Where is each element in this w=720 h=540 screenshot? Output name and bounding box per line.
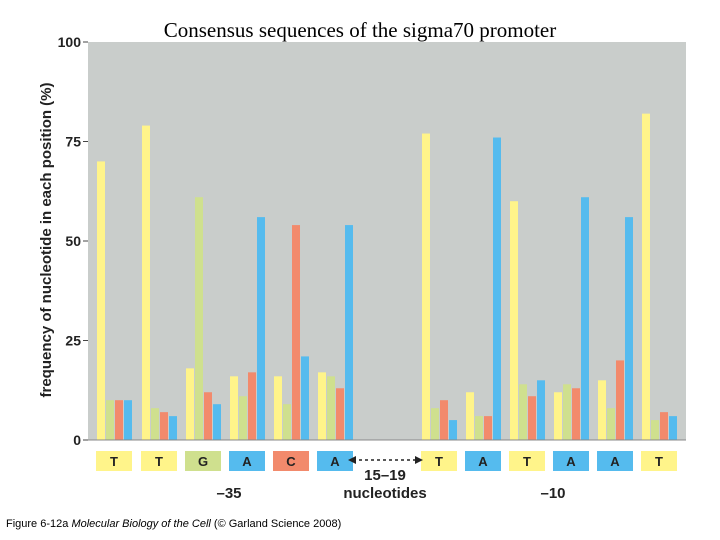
y-tick-label-75: 75 [65,134,81,150]
bar-pos10-T [554,392,562,440]
bar-pos5-G [283,404,291,440]
bar-pos3-G [195,197,203,440]
bar-pos8-T [466,392,474,440]
consensus-box-10 [553,451,589,471]
bar-pos8-G [475,416,483,440]
bar-pos11-T [598,380,606,440]
region-label-minus10: –10 [540,485,565,502]
y-ticks: 0 25 50 75 100 [58,34,88,448]
consensus-box-2 [141,451,177,471]
bar-pos7-A [449,420,457,440]
bar-pos6-A [345,225,353,440]
consensus-box-12 [641,451,677,471]
consensus-box-7 [421,451,457,471]
bar-pos7-C [440,400,448,440]
bar-pos1-T [97,161,105,440]
consensus-box-11 [597,451,633,471]
consensus-letter-5: C [286,454,296,469]
region-label-spacer-unit: nucleotides [343,485,426,502]
region-label-spacer: 15–19 [364,467,406,484]
bar-pos6-T [318,372,326,440]
bar-pos7-G [431,408,439,440]
plot-background [88,42,686,440]
consensus-letter-1: T [110,454,118,469]
consensus-box-4 [229,451,265,471]
bars [97,113,677,441]
consensus-letter-11: A [610,454,620,469]
consensus-box-5 [273,451,309,471]
y-tick-label-50: 50 [65,233,81,249]
y-tick-label-0: 0 [73,432,81,448]
bar-pos6-G [327,376,335,440]
bar-pos4-C [248,372,256,440]
consensus-letter-9: T [523,454,531,469]
bar-pos5-T [274,376,282,440]
bar-pos2-C [160,412,168,440]
consensus-letter-8: A [478,454,488,469]
bar-pos1-G [106,400,114,440]
bar-pos12-C [660,412,668,440]
spacer-arrow [348,456,423,464]
bar-pos2-A [169,416,177,440]
bar-pos4-G [239,396,247,440]
bar-pos4-T [230,376,238,440]
y-tick-label-25: 25 [65,333,81,349]
bar-pos4-A [257,217,265,440]
bar-pos11-G [607,408,615,440]
consensus-box-1 [96,451,132,471]
bar-pos10-C [572,388,580,440]
bar-pos2-G [151,408,159,440]
y-axis-title: frequency of nucleotide in each position… [38,82,55,397]
bar-pos10-G [563,384,571,440]
bar-pos9-G [519,384,527,440]
consensus-box-3 [185,451,221,471]
bar-pos8-A [493,137,501,440]
consensus-letter-10: A [566,454,576,469]
bar-pos2-T [142,125,150,440]
bar-pos11-A [625,217,633,440]
consensus-letter-2: T [155,454,163,469]
bar-pos5-A [301,356,309,440]
promoter-frequency-chart: 0 25 50 75 100 frequency of nucleotide in ea… [38,34,686,502]
y-tick-label-100: 100 [58,34,82,50]
bar-pos3-T [186,368,194,440]
consensus-box-8 [465,451,501,471]
consensus-box-9 [509,451,545,471]
consensus-letter-6: A [330,454,340,469]
caption-book-title: Molecular Biology of the Cell [71,518,211,530]
spacer-arrow-right-head [415,456,423,464]
bar-pos9-C [528,396,536,440]
bar-pos10-A [581,197,589,440]
slide-title: Consensus sequences of the sigma70 promo… [163,18,557,42]
consensus-letter-7: T [435,454,443,469]
spacer-arrow-left-head [348,456,356,464]
caption-prefix: Figure 6-12a [6,518,69,530]
bar-pos12-A [669,416,677,440]
bar-pos3-A [213,404,221,440]
consensus-letter-4: A [242,454,252,469]
bar-pos1-C [115,400,123,440]
bar-pos12-T [642,113,650,440]
bar-pos6-C [336,388,344,440]
consensus-letter-12: T [655,454,663,469]
bar-pos5-C [292,225,300,440]
bar-pos9-T [510,201,518,440]
caption-credit: (© Garland Science 2008) [213,518,342,530]
figure-caption: Figure 6-12a Molecular Biology of the Ce… [6,518,341,530]
bar-pos9-A [537,380,545,440]
bar-pos11-C [616,360,624,440]
bar-pos3-C [204,392,212,440]
bar-pos1-A [124,400,132,440]
region-label-minus35: –35 [216,485,241,502]
bar-pos7-T [422,133,430,441]
consensus-letter-3: G [198,454,208,469]
consensus-box-6 [317,451,353,471]
bar-pos8-C [484,416,492,440]
bar-pos12-G [651,420,659,440]
